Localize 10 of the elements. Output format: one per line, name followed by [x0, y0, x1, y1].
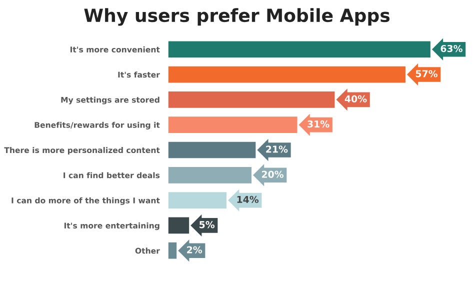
data-label: 57% [416, 70, 438, 78]
data-label: 5% [200, 221, 215, 228]
data-label: 20% [262, 170, 284, 178]
data-label: 14% [237, 196, 259, 204]
data-label: 63% [440, 44, 462, 52]
data-label: 40% [344, 95, 367, 102]
data-label: 2% [187, 246, 202, 254]
chart-title: Why users prefer Mobile Apps [84, 8, 390, 26]
data-label: 31% [308, 120, 330, 128]
data-label: 21% [266, 146, 288, 153]
